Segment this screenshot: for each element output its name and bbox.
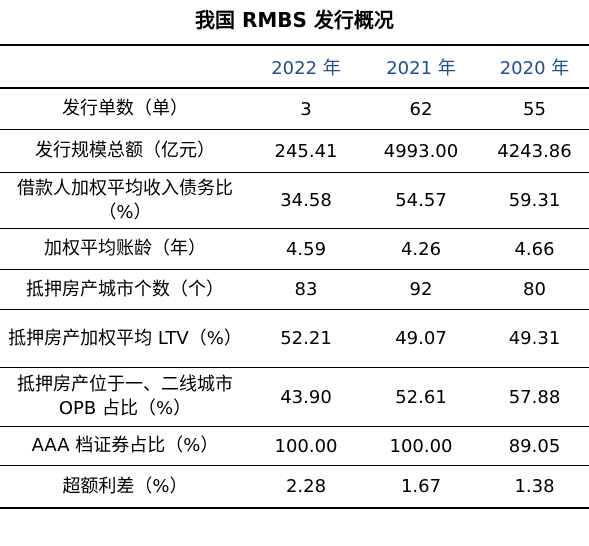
cell-value: 59.31 bbox=[480, 172, 589, 229]
row-label: 加权平均账龄（年） bbox=[0, 228, 250, 270]
cell-value: 1.38 bbox=[480, 465, 589, 509]
table-row: AAA 档证券占比（%） 100.00 100.00 89.05 bbox=[0, 426, 589, 466]
row-label: 发行规模总额（亿元） bbox=[0, 129, 250, 173]
cell-value: 62 bbox=[362, 88, 480, 130]
table-title: 我国 RMBS 发行概况 bbox=[195, 8, 394, 32]
header-cell-2022: 2022 年 bbox=[250, 45, 362, 89]
cell-value: 43.90 bbox=[250, 367, 362, 427]
table-row: 发行规模总额（亿元） 245.41 4993.00 4243.86 bbox=[0, 129, 589, 173]
cell-value: 49.31 bbox=[480, 309, 589, 368]
cell-value: 245.41 bbox=[250, 129, 362, 173]
cell-value: 52.61 bbox=[362, 367, 480, 427]
row-label: 借款人加权平均收入债务比（%） bbox=[0, 172, 250, 229]
cell-value: 80 bbox=[480, 269, 589, 310]
cell-value: 2.28 bbox=[250, 465, 362, 509]
row-label: 抵押房产位于一、二线城市 OPB 占比（%） bbox=[0, 367, 250, 427]
cell-value: 89.05 bbox=[480, 426, 589, 466]
cell-value: 55 bbox=[480, 88, 589, 130]
cell-value: 54.57 bbox=[362, 172, 480, 229]
table-row: 发行单数（单） 3 62 55 bbox=[0, 88, 589, 130]
table-row: 借款人加权平均收入债务比（%） 34.58 54.57 59.31 bbox=[0, 172, 589, 229]
table-row: 超额利差（%） 2.28 1.67 1.38 bbox=[0, 465, 589, 509]
cell-value: 57.88 bbox=[480, 367, 589, 427]
row-label: 抵押房产城市个数（个） bbox=[0, 269, 250, 310]
row-label: 抵押房产加权平均 LTV（%） bbox=[0, 309, 250, 368]
cell-value: 100.00 bbox=[362, 426, 480, 466]
table-row: 抵押房产加权平均 LTV（%） 52.21 49.07 49.31 bbox=[0, 309, 589, 368]
cell-value: 4993.00 bbox=[362, 129, 480, 173]
cell-value: 4.66 bbox=[480, 228, 589, 270]
row-label: AAA 档证券占比（%） bbox=[0, 426, 250, 466]
cell-value: 100.00 bbox=[250, 426, 362, 466]
row-label: 发行单数（单） bbox=[0, 88, 250, 130]
cell-value: 3 bbox=[250, 88, 362, 130]
header-cell-empty bbox=[0, 45, 250, 89]
header-cell-2020: 2020 年 bbox=[480, 45, 589, 89]
cell-value: 4243.86 bbox=[480, 129, 589, 173]
cell-value: 4.59 bbox=[250, 228, 362, 270]
cell-value: 49.07 bbox=[362, 309, 480, 368]
table-row: 抵押房产城市个数（个） 83 92 80 bbox=[0, 269, 589, 310]
rmbs-issuance-table: 2022 年 2021 年 2020 年 发行单数（单） 3 62 55 发行规… bbox=[0, 44, 589, 509]
cell-value: 1.67 bbox=[362, 465, 480, 509]
cell-value: 34.58 bbox=[250, 172, 362, 229]
cell-value: 92 bbox=[362, 269, 480, 310]
row-label: 超额利差（%） bbox=[0, 465, 250, 509]
table-row: 加权平均账龄（年） 4.59 4.26 4.66 bbox=[0, 228, 589, 270]
header-row: 2022 年 2021 年 2020 年 bbox=[0, 45, 589, 89]
cell-value: 4.26 bbox=[362, 228, 480, 270]
header-cell-2021: 2021 年 bbox=[362, 45, 480, 89]
cell-value: 52.21 bbox=[250, 309, 362, 368]
table-row: 抵押房产位于一、二线城市 OPB 占比（%） 43.90 52.61 57.88 bbox=[0, 367, 589, 427]
cell-value: 83 bbox=[250, 269, 362, 310]
